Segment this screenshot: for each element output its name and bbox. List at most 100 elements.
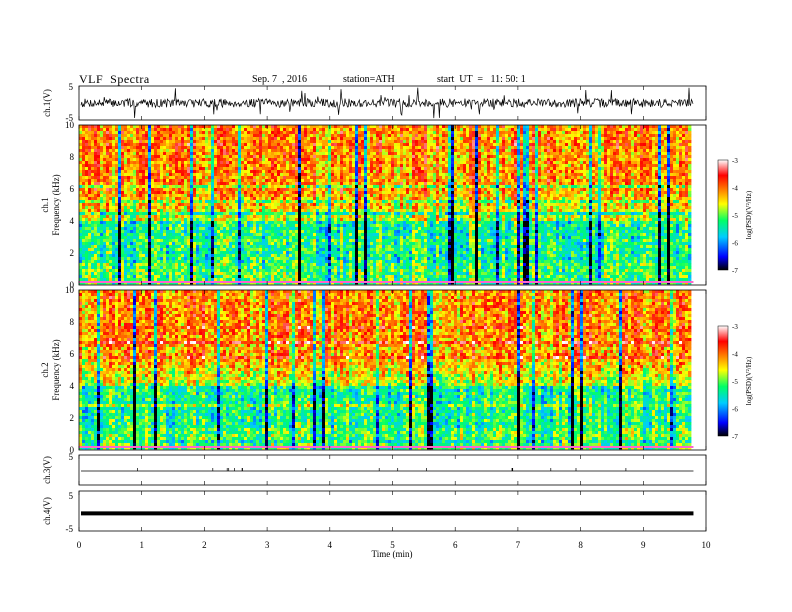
spectrogram-cell: [274, 197, 278, 201]
spectrogram-cell: [139, 140, 143, 144]
spectrogram-cell: [226, 278, 230, 282]
spectrogram-cell: [253, 200, 257, 204]
spectrogram-cell: [181, 233, 185, 237]
spectrogram-cell: [154, 152, 158, 156]
spectrogram-cell: [208, 260, 212, 264]
spectrogram-cell: [316, 128, 320, 132]
spectrogram-cell: [319, 278, 323, 282]
spectrogram-cell: [349, 212, 353, 216]
spectrogram-cell: [79, 179, 83, 183]
spectrogram-cell: [85, 158, 89, 162]
spectrogram-cell: [298, 236, 302, 240]
spectrogram-cell: [220, 266, 224, 270]
spectrogram-cell: [112, 206, 116, 210]
spectrogram-cell: [118, 137, 122, 141]
spectrogram-cell: [340, 182, 344, 186]
spectrogram-cell: [148, 140, 152, 144]
spectrogram-cell: [109, 269, 113, 273]
spectrogram-cell: [175, 158, 179, 162]
spectrogram-cell: [199, 257, 203, 261]
spectrogram-cell: [205, 161, 209, 165]
spectrogram-cell: [121, 200, 125, 204]
spectrogram-cell: [322, 236, 326, 240]
spectrogram-cell: [355, 248, 359, 252]
spectrogram-cell: [181, 188, 185, 192]
spectrogram-cell: [292, 251, 296, 255]
spectrogram-cell: [256, 233, 260, 237]
spectrogram-cell: [175, 185, 179, 189]
spectrogram-cell: [82, 185, 86, 189]
spectrogram-cell: [208, 155, 212, 159]
spectrogram-cell: [331, 194, 335, 198]
spectrogram-cell: [127, 146, 131, 150]
spectrogram-cell: [259, 152, 263, 156]
spectrogram-cell: [346, 218, 350, 222]
spectrogram-cell: [136, 158, 140, 162]
spectrogram-cell: [124, 128, 128, 132]
spectrogram-cell: [115, 212, 119, 216]
spectrogram-cell: [82, 257, 86, 261]
spectrogram-cell: [325, 167, 329, 171]
spectrogram-cell: [316, 170, 320, 174]
spectrogram-cell: [145, 140, 149, 144]
spectrogram-cell: [274, 254, 278, 258]
spectrogram-cell: [268, 218, 272, 222]
spectrogram-cell: [136, 149, 140, 153]
spectrogram-cell: [229, 230, 233, 234]
spectrogram-cell: [100, 170, 104, 174]
spectrogram-cell: [211, 125, 215, 129]
spectrogram-cell: [340, 263, 344, 267]
spectrogram-cell: [250, 128, 254, 132]
spectrogram-cell: [184, 275, 188, 279]
spectrogram-cell: [196, 272, 200, 276]
spectrogram-cell: [343, 209, 347, 213]
spectrogram-cell: [121, 260, 125, 264]
spectrogram-cell: [328, 179, 332, 183]
spectrogram-cell: [346, 224, 350, 228]
spectrogram-cell: [232, 194, 236, 198]
spectrogram-cell: [103, 254, 107, 258]
spectrogram-cell: [319, 200, 323, 204]
spectrogram-cell: [82, 263, 86, 267]
spectrogram-cell: [142, 155, 146, 159]
spectrogram-cell: [322, 242, 326, 246]
spectrogram-cell: [358, 182, 362, 186]
spectrogram-cell: [235, 209, 239, 213]
spectrogram-cell: [247, 245, 251, 249]
spectrogram-cell: [334, 254, 338, 258]
spectrogram-cell: [346, 194, 350, 198]
spectrogram-cell: [205, 257, 209, 261]
spectrogram-cell: [190, 146, 194, 150]
spectrogram-cell: [292, 158, 296, 162]
spectrogram-cell: [208, 227, 212, 231]
spectrogram-cell: [343, 266, 347, 270]
spectrogram-cell: [202, 275, 206, 279]
spectrogram-cell: [211, 245, 215, 249]
spectrogram-cell: [97, 125, 101, 129]
spectrogram-cell: [310, 236, 314, 240]
spectrogram-cell: [310, 266, 314, 270]
spectrogram-cell: [223, 164, 227, 168]
spectrogram-cell: [88, 230, 92, 234]
spectrogram-cell: [340, 134, 344, 138]
spectrogram-cell: [190, 248, 194, 252]
spectrogram-cell: [79, 137, 83, 141]
spectrogram-cell: [214, 182, 218, 186]
spectrogram-cell: [187, 221, 191, 225]
spectrogram-cell: [271, 278, 275, 282]
spectrogram-cell: [277, 218, 281, 222]
spectrogram-cell: [265, 179, 269, 183]
spectrogram-cell: [256, 176, 260, 180]
spectrogram-cell: [157, 146, 161, 150]
spectrogram-cell: [160, 206, 164, 210]
spectrogram-cell: [94, 134, 98, 138]
spectrogram-cell: [199, 134, 203, 138]
spectrogram-cell: [328, 224, 332, 228]
spectrogram-cell: [271, 173, 275, 177]
spectrogram-cell: [160, 233, 164, 237]
spectrogram-cell: [94, 278, 98, 282]
spectrogram-cell: [166, 212, 170, 216]
spectrogram-cell: [145, 242, 149, 246]
spectrogram-cell: [355, 173, 359, 177]
spectrogram-cell: [202, 269, 206, 273]
